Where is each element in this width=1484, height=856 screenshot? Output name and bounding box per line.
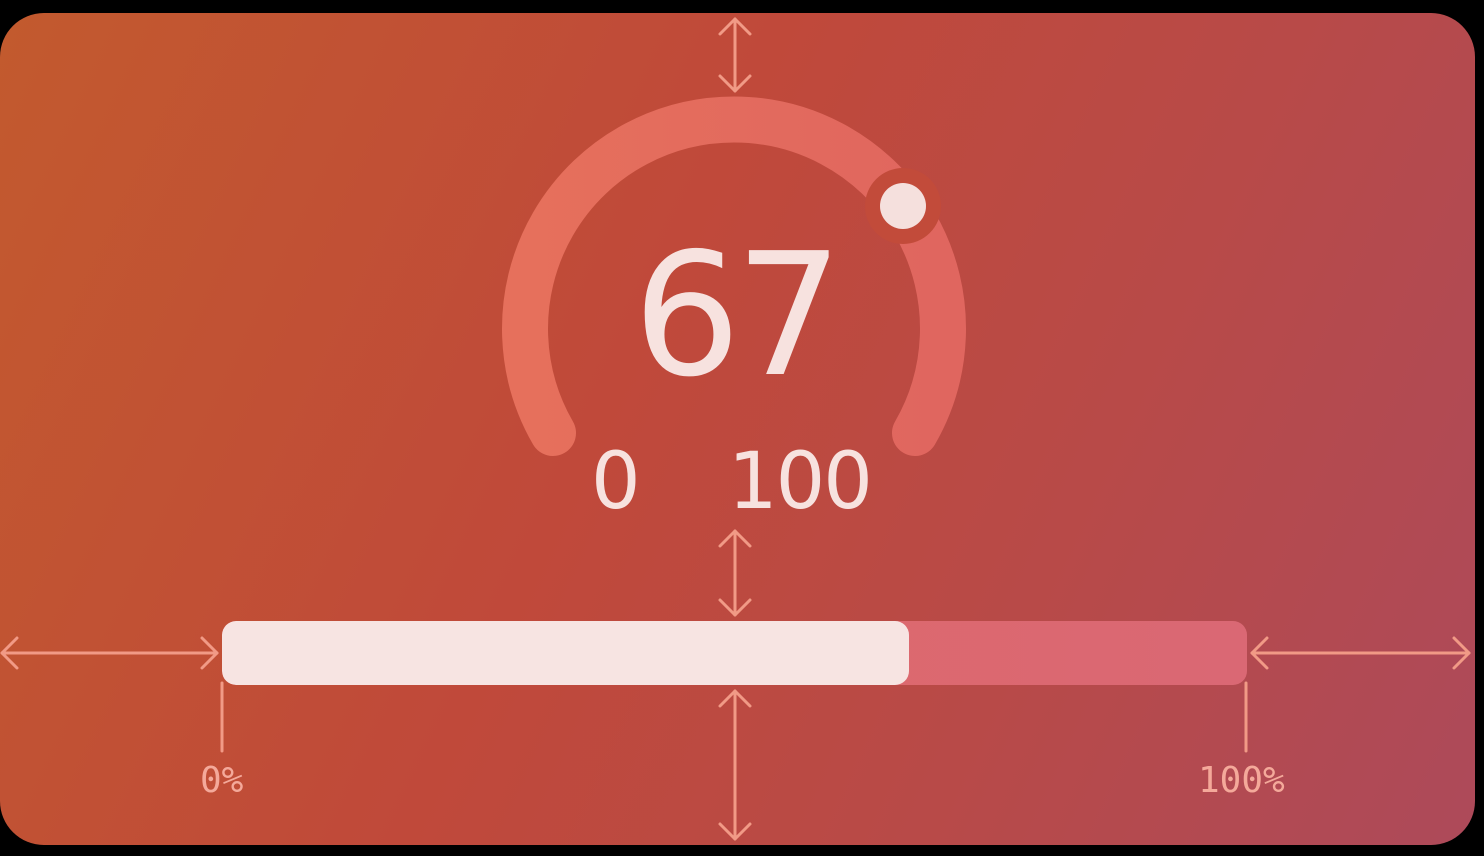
progress-bar[interactable] [222, 621, 1247, 685]
spacing-arrow-icon [718, 529, 752, 617]
card: 67 0 100 0% 100% [0, 13, 1475, 845]
gauge-min-label: 0 [591, 437, 641, 527]
progress-fill [222, 621, 909, 685]
spacing-arrow-icon [718, 689, 752, 841]
gauge-max-label: 100 [728, 437, 873, 527]
progress-max-label: 100% [1198, 760, 1285, 801]
gauge-knob-icon[interactable] [880, 183, 926, 229]
spacing-arrow-icon [1250, 636, 1471, 670]
spacing-arrow-icon [718, 17, 752, 93]
gauge-arc-track [502, 96, 966, 456]
spacing-arrow-icon [0, 636, 219, 670]
annotation-layer [0, 17, 1471, 841]
gauge-value: 67 [632, 217, 843, 415]
gauge [502, 96, 966, 456]
progress-min-label: 0% [200, 760, 244, 801]
